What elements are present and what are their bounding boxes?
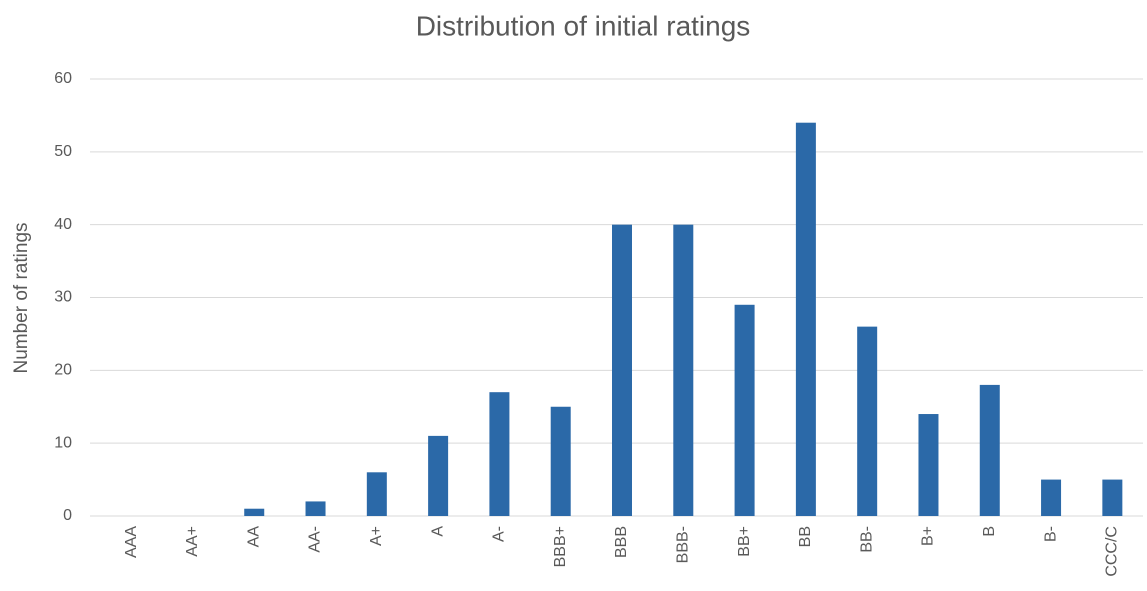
x-tick-label: AA- — [307, 526, 324, 553]
bar — [795, 122, 816, 516]
y-tick-label: 0 — [63, 507, 72, 524]
x-tick-label: BBB+ — [552, 526, 569, 567]
y-tick-label: 60 — [54, 70, 72, 87]
bar — [612, 224, 632, 516]
y-tick-label: 50 — [54, 143, 72, 160]
chart-title: Distribution of initial ratings — [416, 10, 751, 41]
x-tick-label: AA+ — [184, 526, 201, 557]
x-tick-label: BBB — [613, 526, 630, 558]
bar — [305, 501, 326, 516]
x-tick-label: CCC/C — [1104, 526, 1121, 577]
bar — [1041, 479, 1062, 516]
x-tick-label: BB — [797, 526, 814, 547]
x-tick-label: B — [981, 526, 998, 537]
x-tick-label: BBB- — [675, 526, 692, 563]
y-tick-label: 40 — [54, 216, 72, 233]
x-tick-label: AAA — [123, 526, 140, 558]
bar — [979, 384, 1000, 516]
bar — [673, 224, 694, 516]
bar — [1102, 479, 1123, 516]
x-tick-label: A- — [491, 526, 508, 542]
bar — [550, 406, 571, 516]
x-tick-label: A+ — [368, 526, 385, 546]
x-tick-label: AA — [245, 526, 262, 548]
bar — [734, 304, 755, 516]
bar — [918, 414, 939, 516]
bar — [244, 508, 265, 516]
x-tick-label: BB- — [858, 526, 875, 553]
bar — [428, 435, 449, 516]
bar — [489, 392, 510, 516]
y-axis-label: Number of ratings — [11, 222, 32, 373]
x-tick-label: A — [429, 526, 446, 537]
y-tick-label: 10 — [54, 434, 72, 451]
x-tick-label: B+ — [920, 526, 937, 546]
bar — [366, 472, 387, 516]
bar — [857, 326, 878, 516]
x-tick-label: B- — [1042, 526, 1059, 542]
y-tick-label: 20 — [54, 362, 72, 379]
x-tick-label: BB+ — [736, 526, 753, 557]
y-tick-label: 30 — [54, 289, 72, 306]
